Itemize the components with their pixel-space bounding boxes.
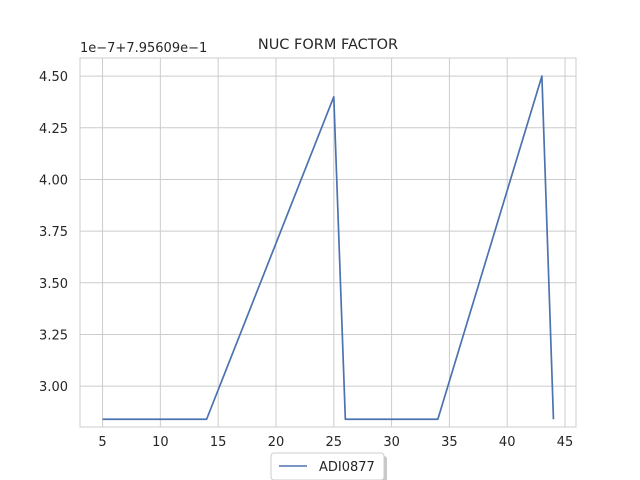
x-tick-label: 25 xyxy=(326,435,343,450)
x-tick-label: 35 xyxy=(441,435,458,450)
y-tick-label: 3.50 xyxy=(39,277,68,292)
series-lines xyxy=(102,75,555,421)
x-tick-label: 40 xyxy=(499,435,516,450)
y-tick-label: 4.50 xyxy=(39,70,68,85)
x-tick-labels: 5 10 15 20 25 30 35 40 45 xyxy=(98,435,573,450)
x-tick-label: 10 xyxy=(152,435,169,450)
series-line xyxy=(102,75,555,421)
grid-lines xyxy=(80,58,576,427)
plot-area xyxy=(79,57,577,428)
x-tick-label: 5 xyxy=(98,435,106,450)
x-tick-label: 30 xyxy=(383,435,400,450)
y-offset-label: 1e−7+7.95609e−1 xyxy=(80,41,207,56)
chart-title: NUC FORM FACTOR xyxy=(258,37,398,53)
y-tick-label: 4.25 xyxy=(39,122,68,137)
x-tick-label: 45 xyxy=(557,435,574,450)
y-tick-labels: 3.00 3.25 3.50 3.75 4.00 4.25 4.50 xyxy=(39,70,68,395)
x-tick-label: 20 xyxy=(268,435,285,450)
x-tick-label: 15 xyxy=(210,435,227,450)
y-tick-label: 4.00 xyxy=(39,173,68,188)
y-tick-label: 3.75 xyxy=(39,225,68,240)
y-tick-label: 3.00 xyxy=(39,380,68,395)
legend-box xyxy=(270,452,385,480)
legend: ADI0877 xyxy=(270,452,387,480)
legend-label: ADI0877 xyxy=(319,460,375,475)
y-tick-label: 3.25 xyxy=(39,328,68,343)
